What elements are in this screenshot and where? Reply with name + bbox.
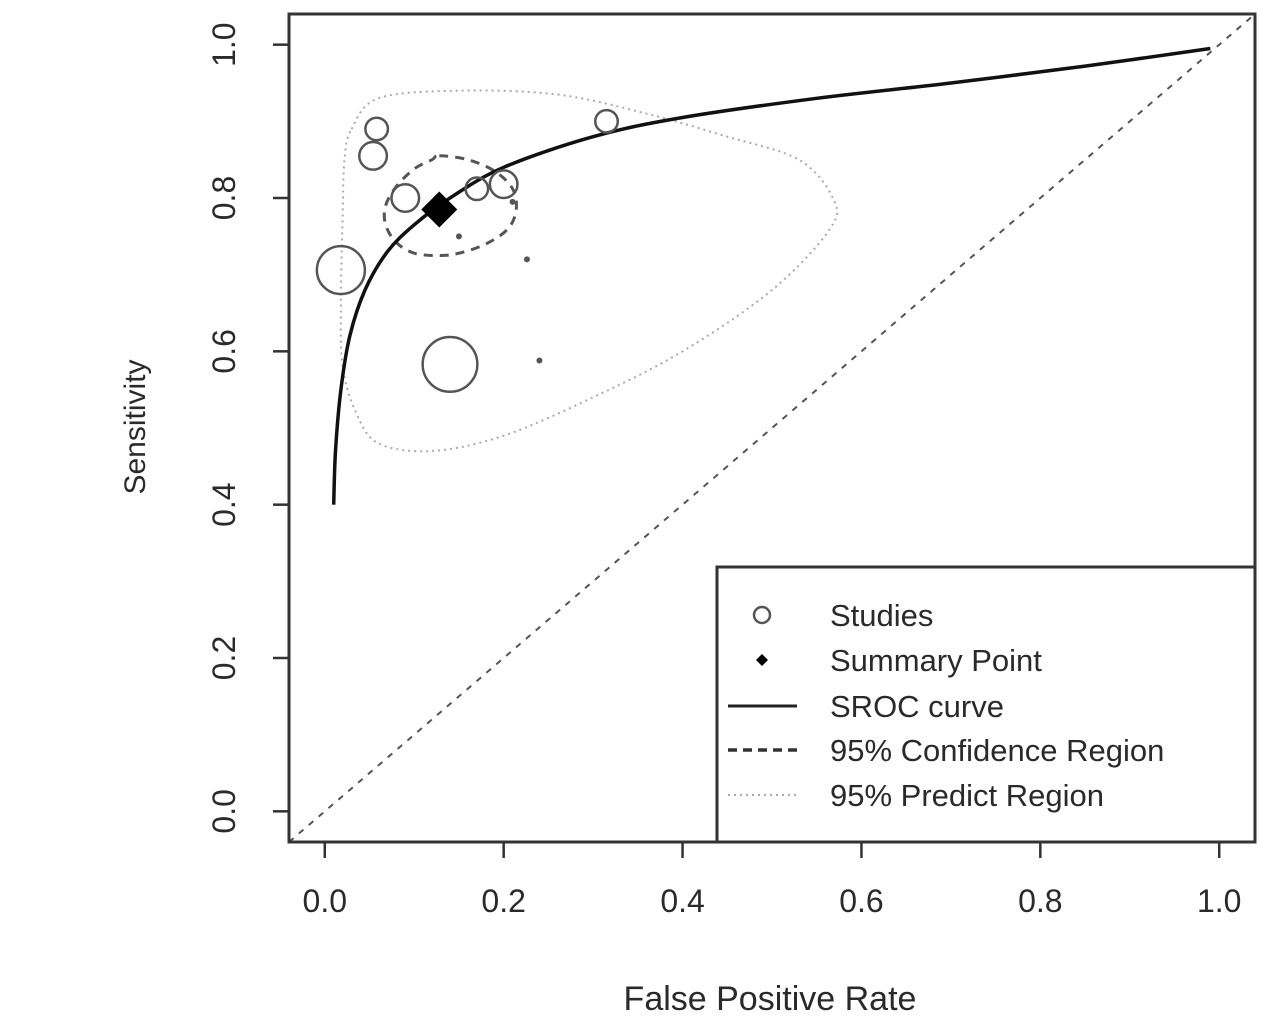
study-point xyxy=(315,244,367,296)
legend-item: Summary Point xyxy=(756,643,1042,678)
x-tick-label: 1.0 xyxy=(1197,883,1241,919)
y-axis-label: Sensitivity xyxy=(119,359,152,494)
y-tick-label: 0.8 xyxy=(206,176,242,220)
study-point xyxy=(594,108,620,134)
y-tick-label: 0.2 xyxy=(206,636,242,680)
study-point xyxy=(364,116,390,142)
study-point xyxy=(455,233,462,240)
legend-box xyxy=(715,565,1257,844)
y-tick-label: 0.0 xyxy=(206,789,242,833)
y-tick-label: 0.4 xyxy=(206,482,242,526)
legend-label: Summary Point xyxy=(830,643,1042,678)
legend-item: 95% Confidence Region xyxy=(728,733,1164,768)
x-tick-label: 0.6 xyxy=(839,883,883,919)
study-point xyxy=(488,169,519,200)
y-tick-label: 1.0 xyxy=(206,22,242,66)
legend-label: 95% Confidence Region xyxy=(830,733,1164,768)
chance-diagonal-line xyxy=(288,13,1256,843)
x-tick-label: 0.0 xyxy=(303,883,347,919)
predict-region xyxy=(339,89,839,453)
study-point xyxy=(421,335,479,393)
study-point xyxy=(390,182,421,214)
study-point xyxy=(536,357,543,364)
study-point xyxy=(523,256,530,263)
legend-item: 95% Predict Region xyxy=(728,778,1104,813)
study-point xyxy=(464,176,490,202)
sroc-curve xyxy=(331,46,1211,505)
legend-label: 95% Predict Region xyxy=(830,778,1104,813)
study-point xyxy=(509,198,516,205)
x-tick-label: 0.4 xyxy=(660,883,704,919)
legend: Studies Summary Point SROC curve 95% Confid… xyxy=(715,565,1257,844)
summary-point xyxy=(421,191,458,228)
study-point xyxy=(358,140,389,171)
legend-item: SROC curve xyxy=(728,689,1004,724)
x-axis-label: False Positive Rate xyxy=(624,980,917,1018)
x-tick-label: 0.8 xyxy=(1018,883,1062,919)
legend-label: SROC curve xyxy=(830,689,1004,724)
y-tick-label: 0.6 xyxy=(206,329,242,373)
legend-circle-icon xyxy=(752,605,772,625)
x-tick-label: 0.2 xyxy=(481,883,525,919)
legend-item: Studies xyxy=(752,598,933,633)
legend-label: Studies xyxy=(830,598,933,633)
legend-diamond-icon xyxy=(756,654,768,666)
